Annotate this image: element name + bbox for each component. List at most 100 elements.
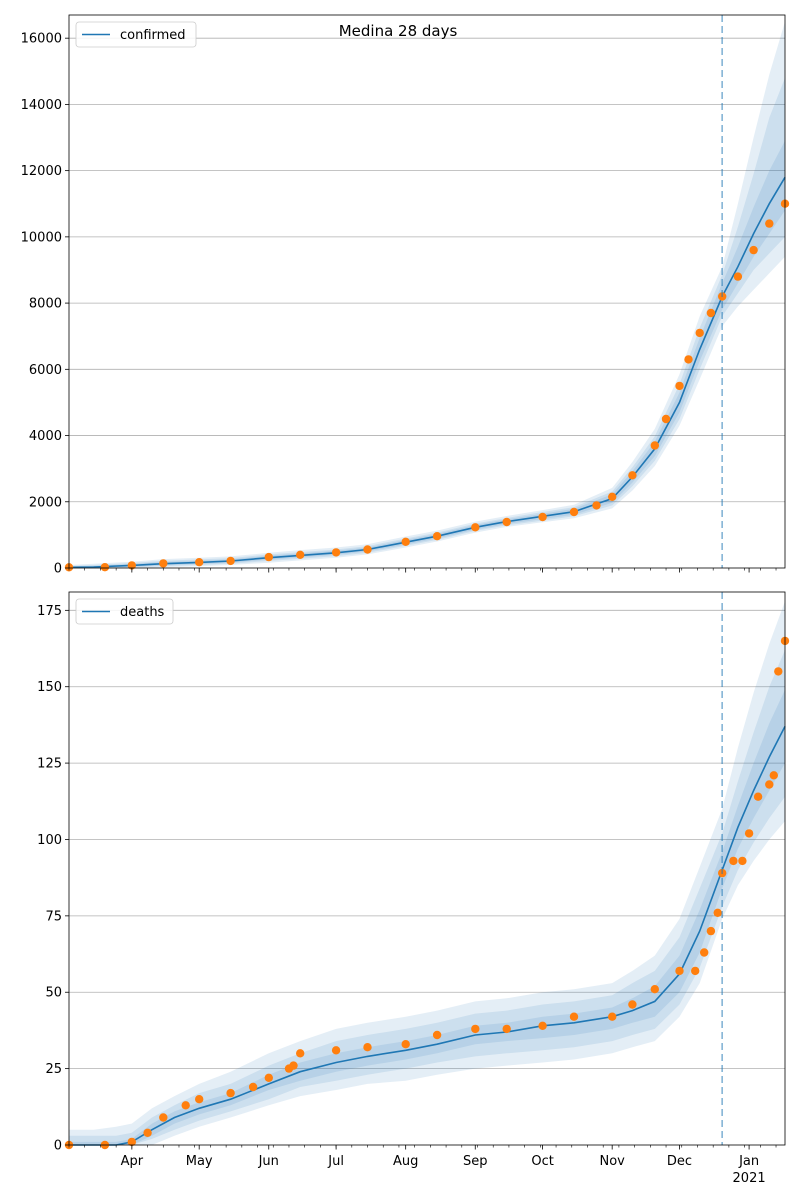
observed-point — [127, 561, 136, 570]
observed-point — [401, 537, 410, 546]
observed-point — [695, 328, 704, 338]
observed-point — [296, 550, 305, 559]
observed-point — [159, 1113, 168, 1122]
y-tick-label: 16000 — [21, 32, 62, 47]
observed-point — [592, 501, 601, 510]
observed-point — [289, 1061, 298, 1070]
observed-point — [471, 523, 480, 532]
observed-point — [195, 558, 204, 567]
x-year-label: 2021 — [733, 1171, 766, 1186]
y-tick-label: 10000 — [21, 230, 62, 245]
observed-point — [738, 856, 747, 866]
observed-point — [628, 471, 637, 480]
observed-point — [661, 414, 671, 424]
x-tick-label: Jun — [258, 1154, 279, 1169]
observed-point — [628, 1000, 637, 1009]
confidence-band — [69, 689, 785, 1145]
observed-point — [650, 985, 659, 994]
y-tick-label: 100 — [37, 833, 62, 848]
observed-point — [650, 441, 659, 450]
observed-point — [296, 1049, 305, 1058]
observed-point — [753, 792, 763, 801]
confidence-band — [69, 77, 785, 569]
y-tick-label: 175 — [37, 604, 62, 619]
y-tick-label: 2000 — [29, 495, 62, 510]
x-tick-label: Sep — [463, 1154, 488, 1169]
observed-point — [569, 1012, 579, 1021]
observed-point — [713, 908, 722, 917]
observed-point — [127, 1137, 136, 1147]
model-line — [68, 176, 786, 569]
observed-point — [226, 1088, 235, 1098]
legend-box — [75, 598, 174, 625]
x-tick-label: Dec — [667, 1154, 692, 1169]
y-tick-label: 125 — [37, 757, 62, 772]
observed-point — [538, 1021, 547, 1030]
x-tick-label: Oct — [531, 1154, 553, 1169]
observed-point — [706, 308, 716, 318]
x-tick-label: Nov — [599, 1154, 625, 1169]
x-tick-label: Jan — [738, 1154, 759, 1169]
y-tick-label: 25 — [45, 1062, 62, 1077]
y-tick-label: 6000 — [29, 363, 62, 378]
confirmed-panel: 0 2000 4000 6000 8000 10000 12000 14000 16000 con… — [21, 14, 790, 577]
observed-point — [143, 1128, 152, 1138]
observed-point — [675, 381, 684, 391]
legend-label: confirmed — [120, 28, 186, 43]
x-tick-label: May — [186, 1154, 213, 1169]
y-tick-label: 75 — [45, 909, 62, 924]
y-tick-label: 14000 — [21, 98, 62, 113]
y-tick-label: 150 — [37, 680, 62, 695]
observed-point — [471, 1024, 480, 1034]
y-tick-label: 4000 — [29, 429, 62, 444]
observed-point — [226, 556, 235, 566]
observed-point — [675, 966, 684, 976]
observed-point — [502, 1024, 511, 1034]
confidence-band — [69, 21, 785, 569]
confidence-band — [69, 601, 785, 1145]
observed-point — [538, 512, 547, 522]
observed-point — [684, 355, 693, 364]
x-tick-label: Aug — [393, 1154, 418, 1169]
observed-point — [700, 948, 709, 957]
x-tick-label: Apr — [121, 1154, 144, 1169]
y-tick-label: 0 — [54, 562, 62, 577]
y-tick-label: 12000 — [21, 164, 62, 179]
legend-label: deaths — [120, 605, 165, 620]
observed-point — [264, 552, 273, 562]
observed-point — [432, 532, 442, 541]
observed-point — [765, 219, 774, 228]
observed-point — [608, 1012, 617, 1021]
y-tick-label: 8000 — [29, 297, 62, 312]
observed-point — [749, 245, 758, 255]
observed-point — [363, 545, 372, 554]
observed-point — [744, 829, 754, 838]
legend-box — [75, 21, 197, 48]
observed-point — [100, 563, 110, 572]
y-tick-label: 50 — [45, 986, 62, 1001]
deaths-panel: 0 25 50 75 100 125 150 175 Apr May Jun Jul Aug Sep Oct… — [37, 591, 790, 1186]
observed-point — [774, 667, 783, 676]
observed-point — [248, 1082, 258, 1092]
axes-frame — [68, 591, 786, 1146]
observed-point — [569, 507, 579, 517]
observed-point — [195, 1095, 204, 1104]
observed-point — [159, 559, 168, 568]
chart-title: Medina 28 days — [339, 22, 458, 40]
observed-point — [729, 856, 738, 866]
observed-point — [432, 1030, 442, 1040]
observed-point — [331, 548, 341, 557]
confidence-band — [69, 650, 785, 1145]
observed-point — [691, 966, 700, 976]
observed-point — [733, 272, 743, 281]
observed-point — [264, 1073, 273, 1083]
observed-point — [769, 771, 778, 780]
observed-point — [502, 517, 511, 527]
observed-point — [401, 1040, 410, 1049]
confidence-band — [69, 140, 785, 569]
observed-point — [331, 1046, 341, 1055]
observed-point — [181, 1101, 190, 1110]
y-tick-label: 0 — [54, 1139, 62, 1154]
observed-point — [363, 1043, 372, 1052]
